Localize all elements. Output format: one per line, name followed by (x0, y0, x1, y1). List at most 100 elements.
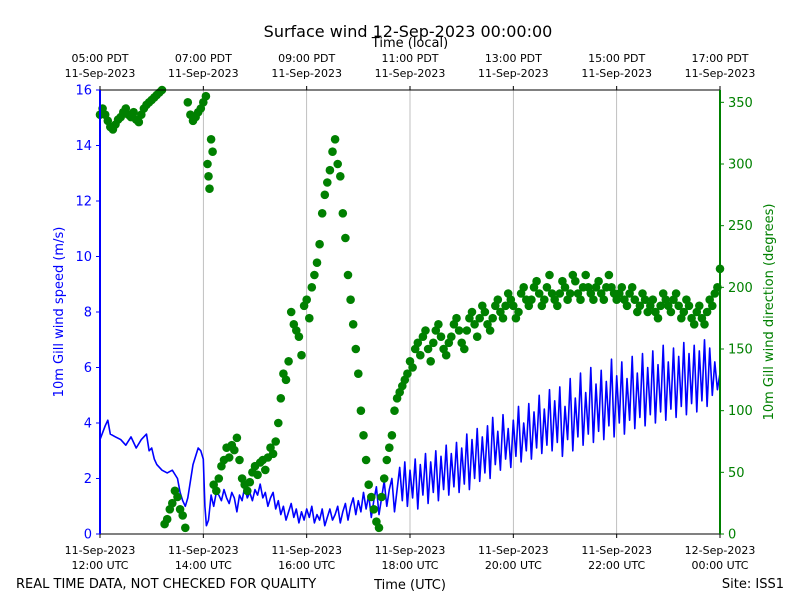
bottom-tick-label-time: 14:00 UTC (175, 559, 232, 572)
direction-point (519, 283, 528, 292)
left-tick-label: 10 (75, 250, 92, 265)
direction-point (214, 474, 224, 483)
direction-point (553, 301, 562, 311)
direction-point (354, 369, 363, 379)
bottom-tick-label-date: 11-Sep-2023 (478, 544, 549, 557)
top-tick-label-date: 11-Sep-2023 (478, 67, 549, 80)
direction-point (527, 295, 536, 305)
direction-point (173, 492, 182, 502)
top-tick-label-date: 11-Sep-2023 (581, 67, 652, 80)
direction-point (514, 307, 523, 317)
direction-point (341, 233, 350, 243)
direction-point (201, 91, 211, 101)
direction-point (346, 295, 355, 305)
direction-point (377, 492, 386, 502)
direction-point (470, 320, 479, 329)
right-tick-label: 0 (728, 528, 736, 543)
right-tick-label: 300 (728, 158, 753, 173)
bottom-tick-label-time: 00:00 UTC (691, 559, 748, 572)
direction-point (385, 443, 394, 453)
direction-point (261, 465, 270, 475)
direction-point (622, 301, 632, 311)
direction-point (545, 270, 554, 280)
direction-point (532, 276, 541, 286)
direction-point (129, 107, 138, 117)
direction-point (379, 474, 389, 483)
right-tick-label: 250 (728, 219, 753, 234)
top-axis-label: Time (local) (371, 36, 448, 51)
bottom-tick-label-date: 11-Sep-2023 (271, 544, 342, 557)
direction-point (305, 313, 314, 323)
direction-point (271, 437, 281, 446)
direction-point (206, 135, 216, 144)
direction-point (403, 369, 412, 379)
bottom-tick-label-date: 11-Sep-2023 (581, 544, 652, 557)
direction-point (640, 295, 650, 305)
direction-point (274, 418, 283, 428)
direction-point (294, 332, 304, 342)
direction-point (635, 301, 645, 311)
direction-point (454, 326, 464, 335)
direction-point (367, 492, 376, 502)
left-tick-label: 12 (75, 195, 92, 210)
direction-point (307, 283, 317, 292)
direction-point (315, 239, 324, 249)
direction-point (509, 301, 518, 311)
right-tick-label: 50 (728, 466, 745, 481)
direction-point (276, 394, 286, 403)
direction-point (203, 159, 212, 169)
direction-point (243, 486, 252, 496)
direction-point (330, 135, 340, 144)
quality-disclaimer: REAL TIME DATA, NOT CHECKED FOR QUALITY (16, 577, 316, 592)
direction-point (232, 433, 242, 443)
direction-point (488, 313, 498, 323)
direction-point (286, 307, 296, 317)
direction-point (364, 480, 374, 490)
direction-point (560, 283, 570, 292)
direction-point (708, 301, 717, 311)
direction-point (604, 270, 614, 280)
direction-point (408, 363, 417, 372)
left-tick-label: 6 (84, 361, 92, 376)
bottom-tick-label-time: 16:00 UTC (278, 559, 335, 572)
direction-point (183, 98, 193, 107)
direction-point (475, 313, 485, 323)
left-tick-label: 2 (84, 472, 92, 487)
direction-point (224, 453, 234, 462)
direction-point (441, 350, 451, 360)
direction-point (501, 301, 510, 311)
bottom-tick-label-date: 11-Sep-2023 (168, 544, 239, 557)
direction-point (653, 313, 663, 323)
direction-point (674, 301, 683, 311)
direction-point (351, 344, 361, 354)
direction-point (656, 301, 665, 311)
direction-point (204, 172, 213, 181)
direction-point (565, 289, 575, 298)
direction-point (460, 344, 469, 354)
direction-point (447, 332, 456, 342)
top-tick-label-time: 11:00 PDT (381, 52, 438, 65)
top-tick-label-date: 11-Sep-2023 (375, 67, 446, 80)
site-label: Site: ISS1 (722, 577, 784, 592)
top-tick-label-time: 15:00 PDT (588, 52, 645, 65)
direction-point (571, 276, 580, 286)
direction-point (356, 406, 366, 416)
direction-point (253, 470, 262, 480)
left-tick-label: 8 (84, 306, 92, 321)
direction-point (576, 295, 585, 305)
direction-point (689, 320, 699, 329)
direction-point (671, 289, 681, 298)
direction-point (617, 283, 627, 292)
bottom-tick-label-date: 12-Sep-2023 (685, 544, 756, 557)
direction-point (702, 307, 712, 317)
direction-point (359, 431, 368, 440)
direction-point (205, 184, 214, 193)
top-tick-label-date: 11-Sep-2023 (65, 67, 136, 80)
right-tick-label: 200 (728, 281, 753, 296)
axes: 0 2 4 6 8 10 12 14 16 0 50 100 150 200 250 300 350 11-Sep… (65, 52, 756, 572)
direction-point (534, 289, 544, 298)
chart-title: Surface wind 12-Sep-2023 00:00:00 (264, 22, 553, 41)
direction-point (423, 344, 433, 354)
speed-series (99, 338, 721, 527)
